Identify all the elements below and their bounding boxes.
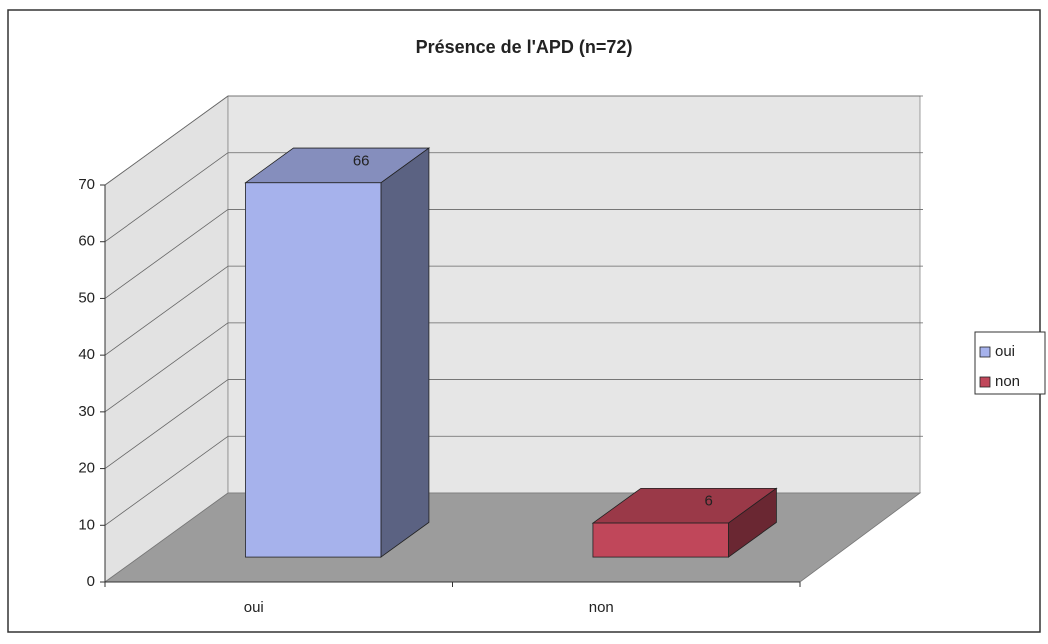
grid-line [104, 265, 229, 356]
data-label: 6 [704, 493, 712, 510]
grid-line [104, 379, 229, 469]
y-tick-label: 40 [78, 346, 95, 363]
grid-line [104, 152, 229, 243]
y-tick-label: 50 [78, 289, 95, 306]
legend-swatch [979, 376, 991, 388]
chart-title: Présence de l'APD (n=72) [416, 37, 633, 57]
bar-side [380, 147, 430, 558]
y-tick-label: 30 [78, 403, 95, 420]
grid-line [104, 322, 229, 413]
grid-line [104, 435, 229, 526]
legend-label: non [995, 373, 1020, 390]
bar [592, 522, 729, 558]
y-tick-label: 70 [78, 176, 95, 193]
legend-swatch [979, 346, 991, 358]
y-tick-label: 20 [78, 460, 95, 477]
y-tick-label: 60 [78, 233, 95, 250]
x-tick-label: non [589, 599, 614, 616]
bar [245, 182, 382, 558]
data-label: 66 [353, 152, 370, 169]
x-tick-label: oui [244, 599, 264, 616]
legend-label: oui [995, 343, 1015, 360]
grid-line [104, 209, 229, 299]
y-tick-label: 10 [78, 516, 95, 533]
floor [103, 492, 922, 583]
y-tick-label: 0 [87, 573, 95, 590]
grid-line [104, 95, 229, 186]
